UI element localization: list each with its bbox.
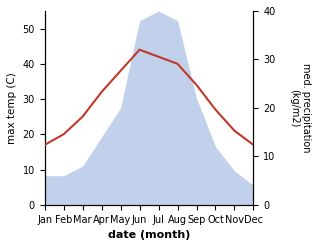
X-axis label: date (month): date (month) [108,230,190,240]
Y-axis label: med. precipitation
(kg/m2): med. precipitation (kg/m2) [289,63,311,153]
Y-axis label: max temp (C): max temp (C) [7,72,17,144]
